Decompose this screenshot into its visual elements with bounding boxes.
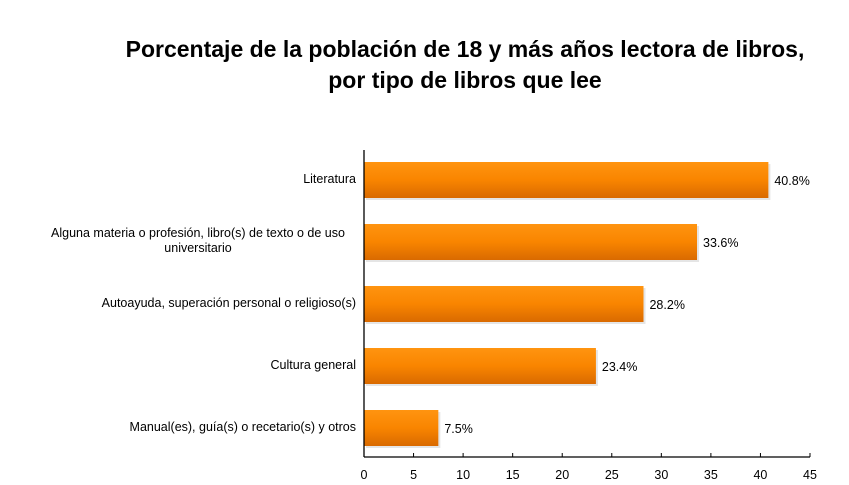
data-label: 40.8%: [774, 174, 809, 188]
data-label: 7.5%: [444, 422, 473, 436]
x-tick-label: 35: [704, 468, 718, 482]
bar: [364, 286, 644, 322]
data-label: 28.2%: [649, 298, 684, 312]
category-label: Manual(es), guía(s) o recetario(s) y otr…: [129, 420, 356, 434]
category-label: Cultura general: [270, 358, 356, 372]
data-label: 33.6%: [703, 236, 738, 250]
data-label: 23.4%: [602, 360, 637, 374]
bar: [364, 348, 596, 384]
x-tick-label: 0: [361, 468, 368, 482]
bar: [364, 224, 698, 260]
bar: [364, 410, 439, 446]
x-tick-label: 30: [654, 468, 668, 482]
title-line-1: Porcentaje de la población de 18 y más a…: [125, 36, 805, 62]
chart-title: Porcentaje de la población de 18 y más a…: [80, 34, 849, 96]
title-line-2: por tipo de libros que lee: [328, 67, 602, 93]
x-tick-label: 15: [506, 468, 520, 482]
x-tick-label: 5: [410, 468, 417, 482]
bar: [364, 162, 769, 198]
x-tick-label: 25: [605, 468, 619, 482]
x-tick-label: 45: [803, 468, 817, 482]
x-tick-label: 10: [456, 468, 470, 482]
category-label: Autoayuda, superación personal o religio…: [101, 296, 356, 310]
x-tick-label: 20: [555, 468, 569, 482]
category-label: Literatura: [303, 172, 356, 186]
category-label: Alguna materia o profesión, libro(s) de …: [51, 226, 345, 255]
x-tick-label: 40: [753, 468, 767, 482]
